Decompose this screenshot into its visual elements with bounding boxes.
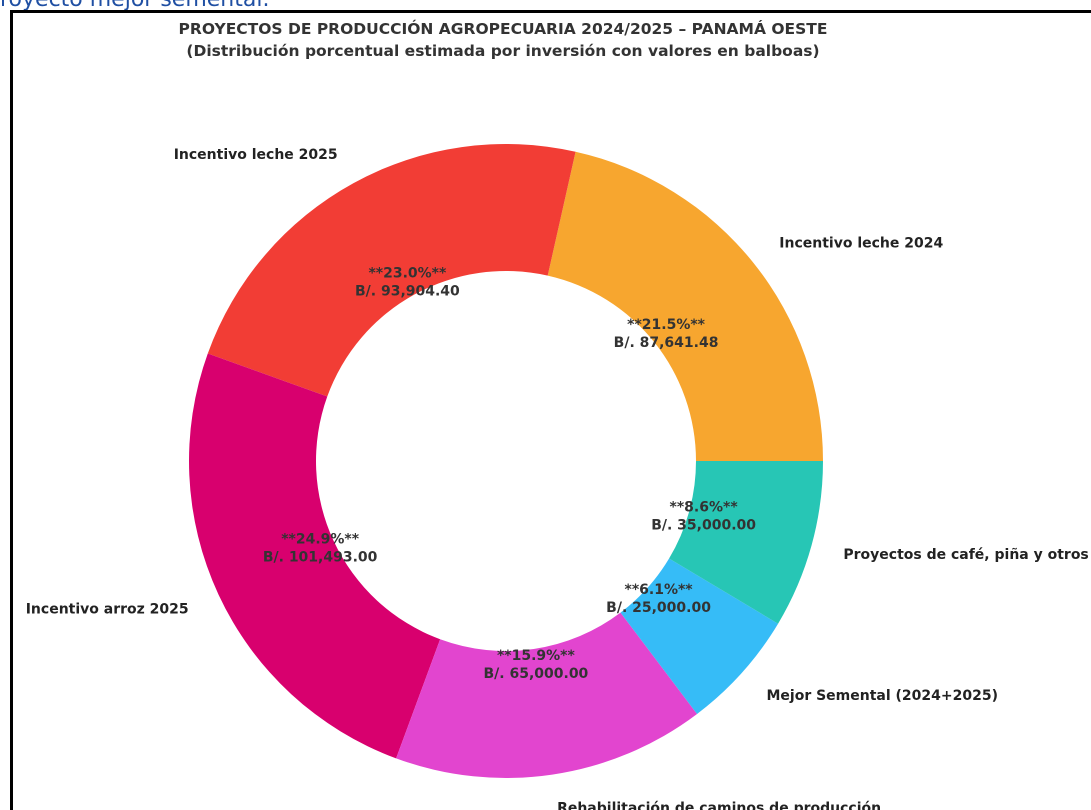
percent-label-4: **15.9%** xyxy=(497,648,576,664)
amount-label-6: B/. 35,000.00 xyxy=(651,518,756,534)
percent-label-2: **23.0%** xyxy=(368,265,447,281)
value-labels: **21.5%** B/. 87,641.48 **23.0%** B/. 93,90… xyxy=(263,265,756,682)
amount-label-5: B/. 25,000.00 xyxy=(606,600,711,616)
percent-label-5: **6.1%** xyxy=(625,582,694,598)
donut-slice-2 xyxy=(207,144,576,397)
chart-frame: PROYECTOS DE PRODUCCIÓN AGROPECUARIA 202… xyxy=(10,10,1091,810)
donut-slice-4 xyxy=(396,612,698,778)
chart-subtitle: (Distribución porcentual estimada por in… xyxy=(186,42,819,60)
amount-label-3: B/. 101,493.00 xyxy=(263,549,378,565)
category-label-3: Incentivo arroz 2025 xyxy=(26,602,189,618)
percent-label-6: **8.6%** xyxy=(670,500,739,516)
percent-label-1: **21.5%** xyxy=(627,317,706,333)
category-label-2: Incentivo leche 2025 xyxy=(174,147,338,163)
category-label-6: Proyectos de café, piña y otros xyxy=(843,547,1088,563)
chart-title: PROYECTOS DE PRODUCCIÓN AGROPECUARIA 202… xyxy=(179,19,828,38)
percent-label-3: **24.9%** xyxy=(281,531,360,547)
donut-slice-5 xyxy=(620,558,779,714)
donut-slice-3 xyxy=(189,353,441,759)
amount-label-1: B/. 87,641.48 xyxy=(614,335,719,351)
amount-label-2: B/. 93,904.40 xyxy=(355,283,460,299)
category-label-1: Incentivo leche 2024 xyxy=(779,235,943,251)
donut-slices xyxy=(189,144,823,778)
category-label-5: Mejor Semental (2024+2025) xyxy=(766,688,998,704)
donut-slice-6 xyxy=(669,461,823,624)
donut-chart: PROYECTOS DE PRODUCCIÓN AGROPECUARIA 202… xyxy=(26,19,1089,810)
donut-slice-1 xyxy=(547,151,823,461)
amount-label-4: B/. 65,000.00 xyxy=(484,666,589,682)
top-caption: royecto mejor semental. xyxy=(0,0,1091,12)
